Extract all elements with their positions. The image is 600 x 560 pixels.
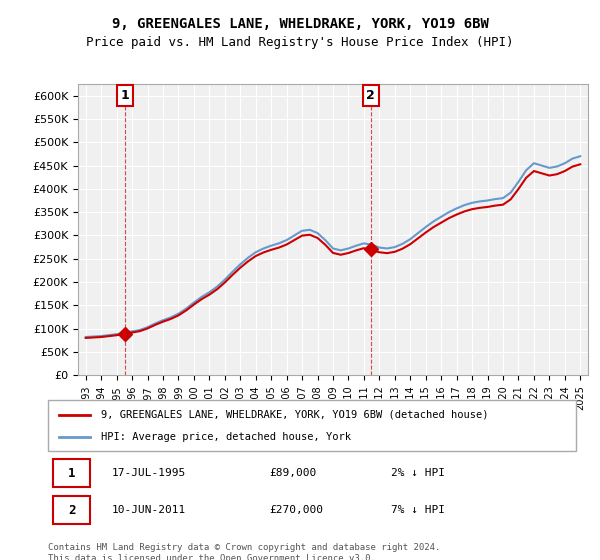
Text: 9, GREENGALES LANE, WHELDRAKE, YORK, YO19 6BW (detached house): 9, GREENGALES LANE, WHELDRAKE, YORK, YO1… bbox=[101, 409, 488, 419]
Text: HPI: Average price, detached house, York: HPI: Average price, detached house, York bbox=[101, 432, 351, 442]
Text: 1: 1 bbox=[121, 89, 130, 102]
Text: Contains HM Land Registry data © Crown copyright and database right 2024.
This d: Contains HM Land Registry data © Crown c… bbox=[48, 543, 440, 560]
Text: 2: 2 bbox=[68, 503, 76, 516]
Text: 10-JUN-2011: 10-JUN-2011 bbox=[112, 505, 185, 515]
FancyBboxPatch shape bbox=[53, 459, 90, 487]
Text: 17-JUL-1995: 17-JUL-1995 bbox=[112, 468, 185, 478]
FancyBboxPatch shape bbox=[53, 496, 90, 524]
Text: 7% ↓ HPI: 7% ↓ HPI bbox=[391, 505, 445, 515]
Text: 2% ↓ HPI: 2% ↓ HPI bbox=[391, 468, 445, 478]
Text: £270,000: £270,000 bbox=[270, 505, 324, 515]
Text: 9, GREENGALES LANE, WHELDRAKE, YORK, YO19 6BW: 9, GREENGALES LANE, WHELDRAKE, YORK, YO1… bbox=[112, 17, 488, 31]
FancyBboxPatch shape bbox=[48, 400, 576, 451]
Text: 2: 2 bbox=[367, 89, 375, 102]
Text: 1: 1 bbox=[68, 466, 76, 480]
Text: £89,000: £89,000 bbox=[270, 468, 317, 478]
Text: Price paid vs. HM Land Registry's House Price Index (HPI): Price paid vs. HM Land Registry's House … bbox=[86, 36, 514, 49]
